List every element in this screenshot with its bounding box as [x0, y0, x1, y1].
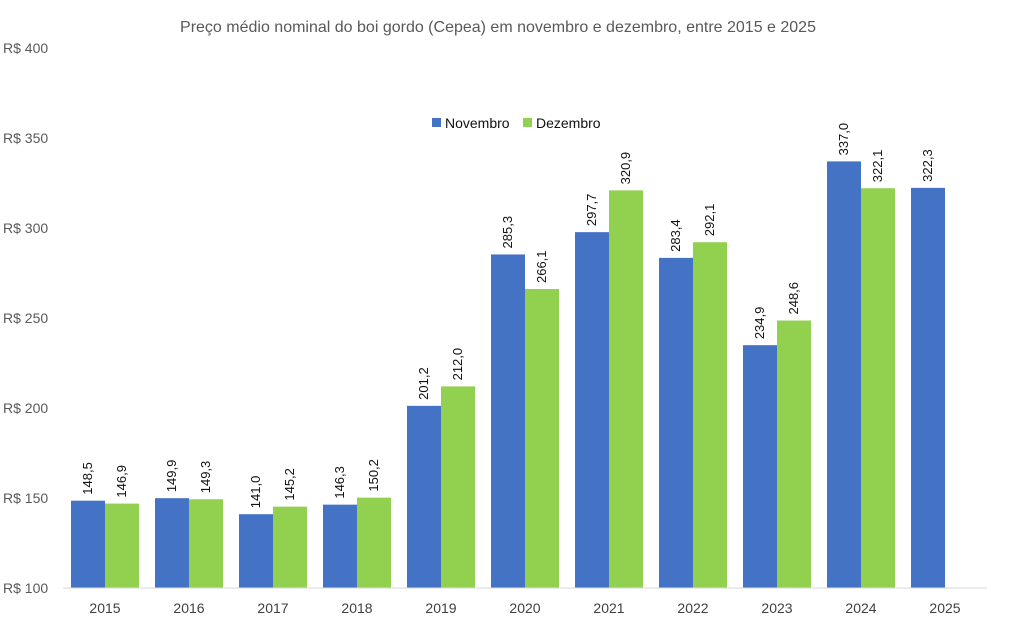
data-labels-group: 148,5 149,9 141,0 146,3 201,2 285,3 297,7 283,4… [80, 123, 935, 508]
data-label-novembro-2018: 146,3 [332, 466, 347, 499]
data-label-dezembro-2024: 322,1 [870, 150, 885, 183]
bar-dezembro-2019 [441, 386, 475, 588]
legend-label-novembro: Novembro [445, 115, 510, 131]
y-tick-label: R$ 200 [3, 400, 48, 416]
data-label-dezembro-2020: 266,1 [534, 250, 549, 283]
data-label-dezembro-2023: 248,6 [786, 282, 801, 315]
data-label-novembro-2016: 149,9 [164, 460, 179, 493]
bar-dezembro-2016 [189, 499, 223, 588]
bar-dezembro-2022 [693, 242, 727, 588]
x-tick-label: 2022 [677, 600, 708, 616]
bar-dezembro-2021 [609, 190, 643, 588]
data-label-novembro-2019: 201,2 [416, 367, 431, 400]
bar-dezembro-2024 [861, 188, 895, 588]
data-label-novembro-2025: 322,3 [920, 149, 935, 182]
y-tick-label: R$ 150 [3, 490, 48, 506]
data-label-dezembro-2017: 145,2 [282, 468, 297, 501]
data-label-dezembro-2015: 146,9 [114, 465, 129, 498]
x-tick-label: 2015 [89, 600, 120, 616]
data-label-novembro-2022: 283,4 [668, 219, 683, 252]
y-tick-label: R$ 350 [3, 130, 48, 146]
data-label-novembro-2024: 337,0 [836, 123, 851, 156]
x-tick-label: 2023 [761, 600, 792, 616]
x-tick-label: 2018 [341, 600, 372, 616]
legend-swatch-novembro [432, 118, 441, 127]
x-tick-label: 2024 [845, 600, 876, 616]
x-tick-label: 2016 [173, 600, 204, 616]
bar-novembro-2017 [239, 514, 273, 588]
x-tick-label: 2020 [509, 600, 540, 616]
y-tick-label: R$ 400 [3, 40, 48, 56]
y-tick-label: R$ 250 [3, 310, 48, 326]
data-label-novembro-2020: 285,3 [500, 216, 515, 249]
data-label-novembro-2021: 297,7 [584, 194, 599, 227]
x-tick-label: 2017 [257, 600, 288, 616]
bar-dezembro-2023 [777, 320, 811, 588]
data-label-dezembro-2019: 212,0 [450, 348, 465, 381]
bar-novembro-2018 [323, 504, 357, 588]
data-label-dezembro-2021: 320,9 [618, 152, 633, 185]
data-label-dezembro-2022: 292,1 [702, 204, 717, 237]
legend-swatch-dezembro [523, 118, 532, 127]
bar-novembro-2020 [491, 254, 525, 588]
bar-dezembro-2020 [525, 289, 559, 588]
y-tick-label: R$ 100 [3, 580, 48, 596]
bar-dezembro-2017 [273, 506, 307, 588]
bar-novembro-2024 [827, 161, 861, 588]
data-label-dezembro-2018: 150,2 [366, 459, 381, 492]
x-axis: 2015 2016 2017 2018 2019 2020 2021 2022 2023 2024… [89, 600, 960, 616]
bars-group [71, 161, 945, 589]
data-label-dezembro-2016: 149,3 [198, 461, 213, 494]
bar-dezembro-2018 [357, 497, 391, 588]
legend-label-dezembro: Dezembro [536, 115, 601, 131]
legend: Novembro Dezembro [432, 115, 601, 131]
bar-novembro-2016 [155, 498, 189, 588]
x-tick-label: 2019 [425, 600, 456, 616]
bar-novembro-2025 [911, 187, 945, 589]
y-tick-label: R$ 300 [3, 220, 48, 236]
bar-novembro-2023 [743, 345, 777, 588]
x-tick-label: 2021 [593, 600, 624, 616]
data-label-novembro-2015: 148,5 [80, 462, 95, 495]
bar-novembro-2019 [407, 405, 441, 588]
data-label-novembro-2023: 234,9 [752, 307, 767, 340]
data-label-novembro-2017: 141,0 [248, 476, 263, 509]
y-axis: R$ 100 R$ 150 R$ 200 R$ 250 R$ 300 R$ 350 R$ 4… [3, 40, 48, 596]
bar-novembro-2021 [575, 232, 609, 588]
bar-novembro-2022 [659, 257, 693, 588]
bar-novembro-2015 [71, 500, 105, 588]
chart-title: Preço médio nominal do boi gordo (Cepea)… [180, 19, 816, 36]
x-tick-label: 2025 [929, 600, 960, 616]
bar-dezembro-2015 [105, 503, 139, 588]
